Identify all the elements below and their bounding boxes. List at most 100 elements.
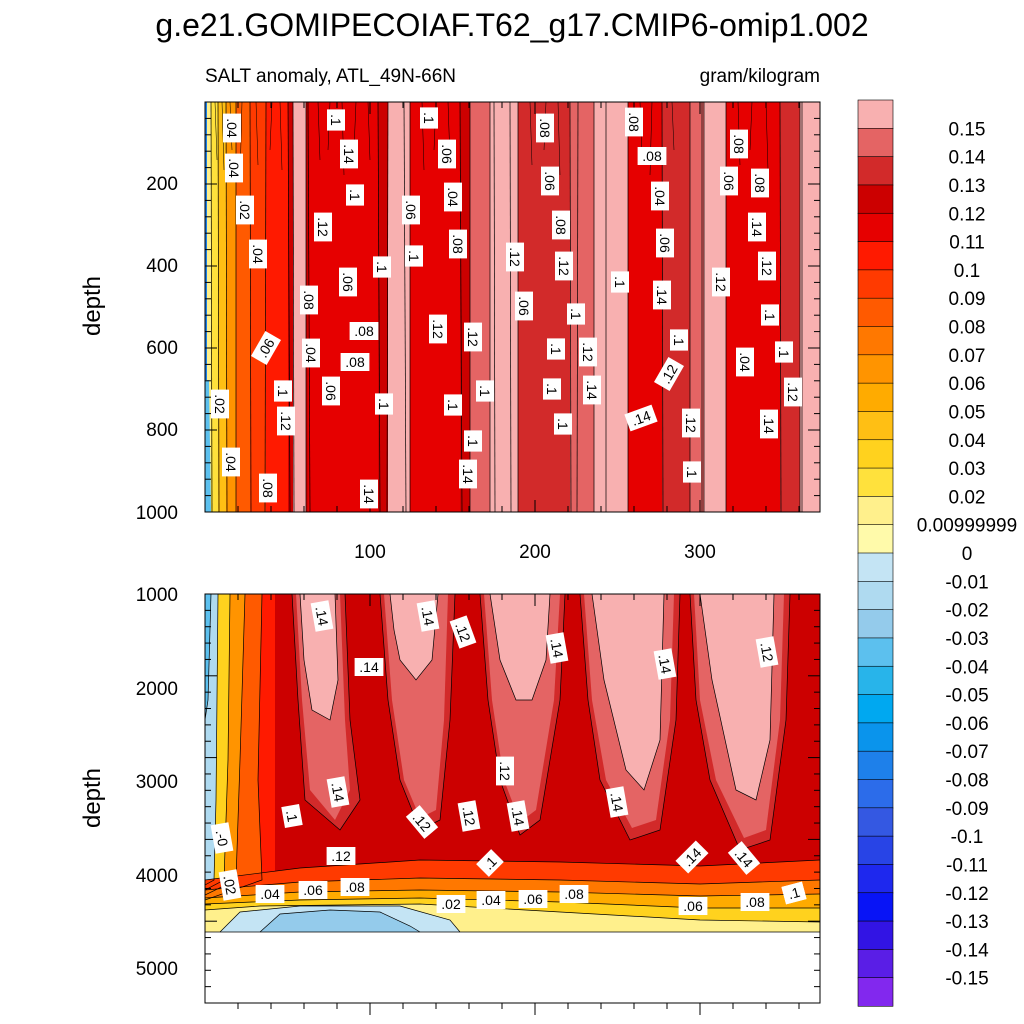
contour-label: .06: [678, 897, 708, 915]
contour-label: .1: [476, 849, 504, 877]
top-x-tick-labels: 100 200 300: [354, 542, 716, 563]
svg-text:.1: .1: [347, 189, 363, 201]
top-y-tick-label: 800: [146, 420, 178, 441]
svg-text:.04: .04: [737, 352, 753, 372]
svg-text:.08: .08: [642, 148, 662, 164]
colorbar-label: -0.04: [945, 657, 989, 678]
svg-text:.1: .1: [612, 276, 628, 288]
svg-text:.02: .02: [237, 200, 253, 220]
top-y-tick-label: 1000: [136, 503, 178, 524]
contour-label: .06: [656, 228, 674, 258]
colorbar-label: 0.02: [949, 487, 986, 508]
contour-label: .14: [583, 375, 601, 405]
contour-label: .1: [375, 393, 393, 415]
contour-label: .06: [541, 166, 559, 196]
colorbar-label: 0.11: [949, 233, 985, 254]
colorbar-swatch: [857, 581, 894, 611]
contour-label: .1: [683, 461, 701, 483]
contour-label: .1: [420, 107, 438, 129]
svg-text:.08: .08: [301, 290, 317, 310]
svg-text:.14: .14: [629, 407, 653, 429]
contour-label: .12: [654, 357, 684, 391]
contour-label: .08: [751, 168, 769, 198]
colorbar-swatch: [857, 326, 894, 356]
colorbar-swatch: [857, 694, 894, 724]
colorbar-swatch: [857, 609, 894, 639]
svg-text:.08: .08: [626, 112, 642, 132]
svg-text:.02: .02: [212, 394, 228, 414]
top-y-tick-label: 400: [146, 256, 178, 277]
svg-text:.14: .14: [749, 217, 765, 237]
top-y-axis-label: depth: [79, 276, 106, 336]
svg-text:.08: .08: [752, 173, 768, 193]
contour-label: .1: [554, 413, 572, 435]
contour-label: .12: [755, 636, 779, 668]
contour-label: .14: [354, 658, 384, 676]
top-contour-labels: .04 .04 .02 .04 .06 .02 .04 .08 .1 .14 .1 .12 .08 .04…: [211, 107, 802, 509]
contour-label: .06: [438, 139, 456, 169]
top-panel: .04 .04 .02 .04 .06 .02 .04 .08 .1 .14 .1 .12 .08 .04…: [79, 101, 821, 563]
svg-text:.14: .14: [312, 605, 331, 627]
contour-label: .12: [712, 267, 730, 297]
svg-text:.1: .1: [275, 385, 291, 397]
contour-label: .06: [515, 291, 533, 321]
contour-label: .02: [436, 895, 466, 913]
bottom-panel-frame: [204, 593, 821, 1004]
colorbar-label: 0.03: [949, 459, 986, 480]
contour-label: .14: [340, 139, 358, 169]
colorbar-label: -0.11: [946, 855, 988, 876]
colorbar-swatch: [857, 269, 894, 299]
svg-text:.1: .1: [421, 112, 437, 124]
svg-text:.08: .08: [354, 323, 374, 339]
contour-label: .04: [222, 447, 240, 477]
contour-label: .14: [360, 479, 378, 509]
svg-text:.06: .06: [439, 144, 455, 164]
colorbar-swatch: [857, 552, 894, 582]
contour-label: .06: [720, 166, 738, 196]
bottom-panel-field: [205, 594, 820, 1003]
contour-label: .14: [624, 404, 658, 432]
colorbar-label: -0.13: [945, 912, 988, 933]
contour-label: .1: [547, 338, 565, 360]
contour-label: .1: [781, 881, 807, 905]
svg-text:.12: .12: [713, 272, 729, 292]
svg-text:.14: .14: [508, 805, 527, 827]
svg-text:.04: .04: [250, 244, 266, 264]
contour-label: .06: [298, 881, 328, 899]
contour-label: .08: [340, 878, 370, 896]
svg-text:.1: .1: [477, 385, 493, 397]
svg-text:.12: .12: [278, 411, 294, 431]
top-x-tick-label: 300: [684, 542, 716, 563]
top-x-tick-label: 100: [354, 542, 386, 563]
top-panel-field: [205, 102, 820, 512]
contour-label: .04: [476, 891, 506, 909]
contour-label: .06: [339, 267, 357, 297]
top-y-tick-labels: 200 400 600 800 1000: [136, 174, 178, 524]
contour-label: .1: [327, 109, 345, 131]
contour-label: .02: [218, 869, 242, 901]
contour-label: .04: [249, 239, 267, 269]
contour-label: .08: [300, 285, 318, 315]
contour-label: .1: [373, 256, 391, 278]
bottom-y-tick-labels: 1000 2000 3000 4000 5000: [136, 585, 178, 980]
contour-label: .1: [761, 304, 779, 326]
colorbar-swatch: [857, 524, 894, 554]
colorbar-label: -0.08: [945, 771, 988, 792]
colorbar-label: -0.06: [945, 714, 988, 735]
svg-text:.08: .08: [345, 354, 365, 370]
colorbar-swatch: [857, 496, 894, 526]
svg-text:.1: .1: [465, 435, 481, 447]
svg-text:.04: .04: [481, 892, 501, 908]
colorbar-labels: 0.15 0.14 0.13 0.12 0.11 0.1 0.09 0.08 0.07 0.06 0…: [917, 119, 1017, 989]
svg-text:.14: .14: [655, 653, 674, 675]
colorbar-swatch: [857, 864, 894, 894]
top-y-tick-label: 600: [146, 338, 178, 359]
contour-label: .-0: [210, 822, 234, 854]
svg-text:.12: .12: [507, 247, 523, 267]
colorbar-label: 0.05: [949, 402, 986, 423]
colorbar-swatch: [857, 750, 894, 781]
contour-label: .08: [730, 129, 748, 159]
contour-label: .08: [625, 107, 643, 137]
colorbar-label: 0.1: [954, 261, 980, 282]
svg-text:.08: .08: [745, 894, 765, 910]
